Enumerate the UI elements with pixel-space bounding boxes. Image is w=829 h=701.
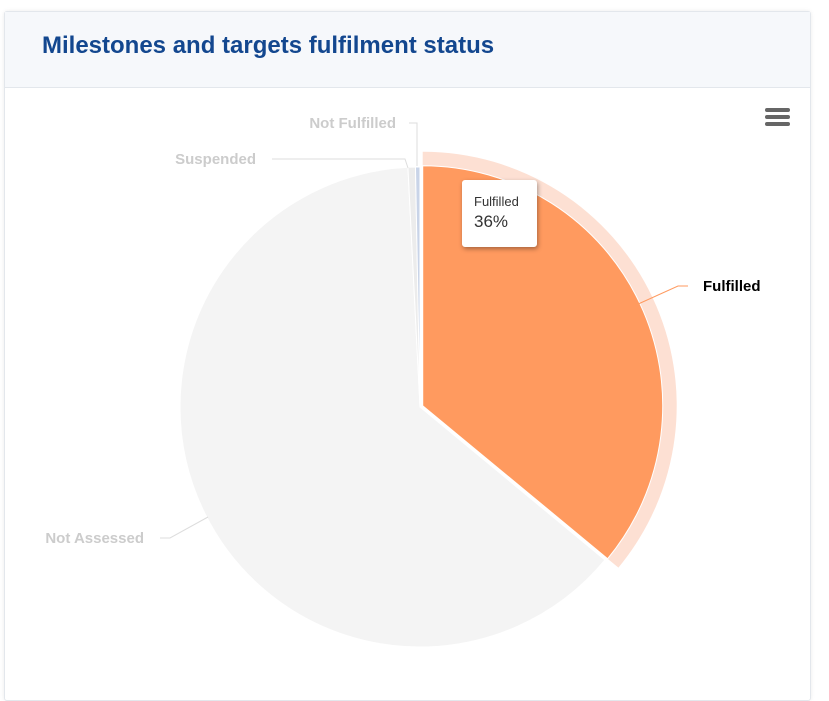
chart-menu-icon[interactable] — [765, 108, 791, 128]
data-label-connector-suspended — [272, 158, 409, 169]
chart-tooltip: Fulfilled 36% — [462, 180, 537, 247]
menu-bar — [765, 108, 790, 112]
menu-bar — [765, 115, 790, 119]
tooltip-value: 36% — [474, 212, 509, 231]
data-label-fulfilled: Fulfilled — [703, 278, 761, 295]
menu-bar — [765, 122, 790, 126]
card-header: Milestones and targets fulfilment status — [5, 12, 810, 88]
data-label-connector-not-assessed — [160, 516, 209, 539]
pie-chart: Fulfilled Not Assessed Suspended Not Fulfil… — [45, 115, 761, 648]
pie-slice-halo-fulfilled — [422, 151, 677, 568]
pie-chart-area: Fulfilled Not Assessed Suspended Not Fulfil… — [45, 115, 761, 648]
data-label-not-assessed: Not Assessed — [45, 530, 144, 547]
data-label-not-fulfilled: Not Fulfilled — [309, 115, 396, 132]
data-label-connector-fulfilled — [635, 285, 688, 306]
data-label-suspended: Suspended — [175, 151, 256, 168]
pie-slice-not-assessed[interactable] — [179, 166, 606, 648]
pie-slice-not-fulfilled[interactable] — [414, 166, 421, 408]
tooltip-series-name: Fulfilled — [474, 194, 519, 209]
card-title: Milestones and targets fulfilment status — [42, 32, 495, 59]
data-label-connector-not-fulfilled — [409, 122, 418, 166]
